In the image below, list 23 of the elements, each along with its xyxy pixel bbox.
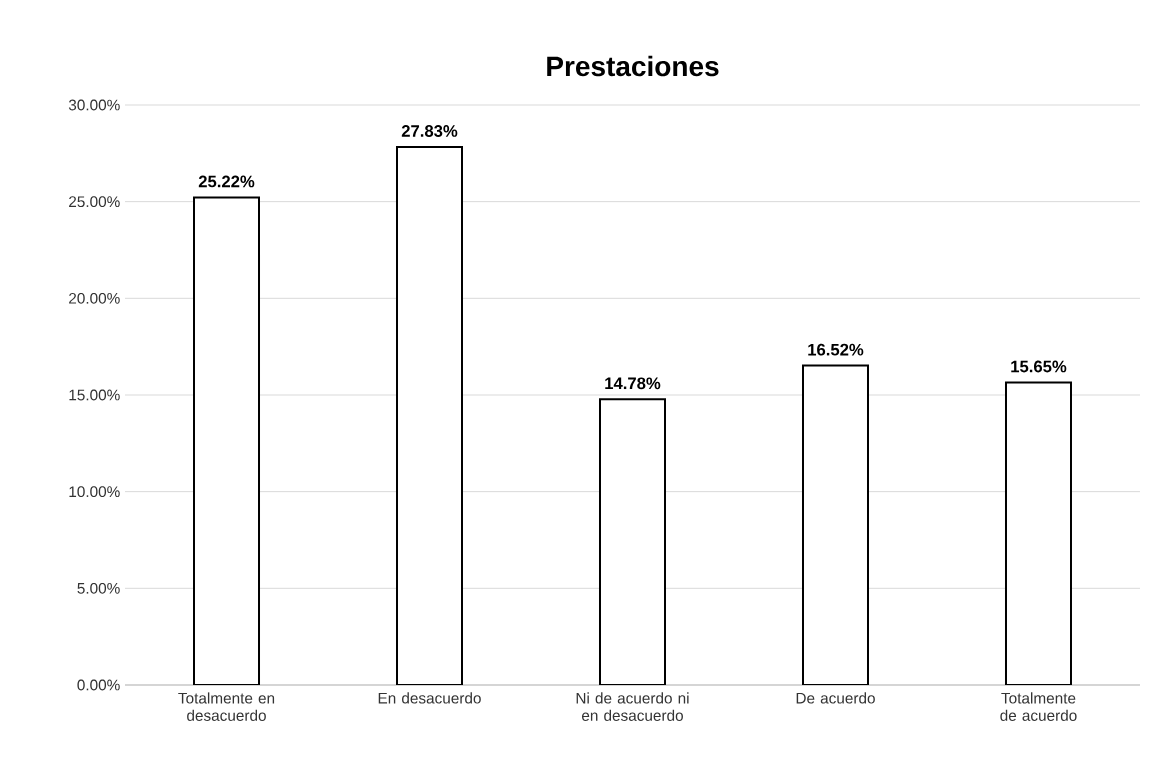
data-label: 14.78% xyxy=(605,377,661,390)
y-tick-label: 30.00% xyxy=(68,99,120,111)
y-tick-label: 5.00% xyxy=(77,582,120,594)
bar xyxy=(599,398,666,685)
bar xyxy=(193,196,261,685)
bar xyxy=(396,145,463,685)
data-label: 27.83% xyxy=(401,125,458,137)
x-tick-label: De acuerdo xyxy=(796,692,875,704)
y-tick-label: 15.00% xyxy=(69,389,120,401)
y-tick-label: 10.00% xyxy=(69,486,120,498)
data-label: 25.22% xyxy=(198,175,255,188)
y-tick-label: 25.00% xyxy=(69,196,120,208)
chart-title: Prestaciones xyxy=(547,55,719,77)
x-tick-label: Totalmente de acuerdo xyxy=(1000,692,1077,721)
y-tick-label: 0.00% xyxy=(77,679,120,691)
bar xyxy=(802,364,869,685)
bar xyxy=(1005,381,1072,685)
y-tick-label: 20.00% xyxy=(69,292,120,304)
data-label: 15.65% xyxy=(1011,360,1067,373)
data-label: 16.52% xyxy=(808,343,864,356)
x-tick-label: Totalmente en desacuerdo xyxy=(178,692,275,721)
x-tick-label: En desacuerdo xyxy=(378,692,481,704)
x-tick-label: Ni de acuerdo ni en desacuerdo xyxy=(576,692,689,721)
